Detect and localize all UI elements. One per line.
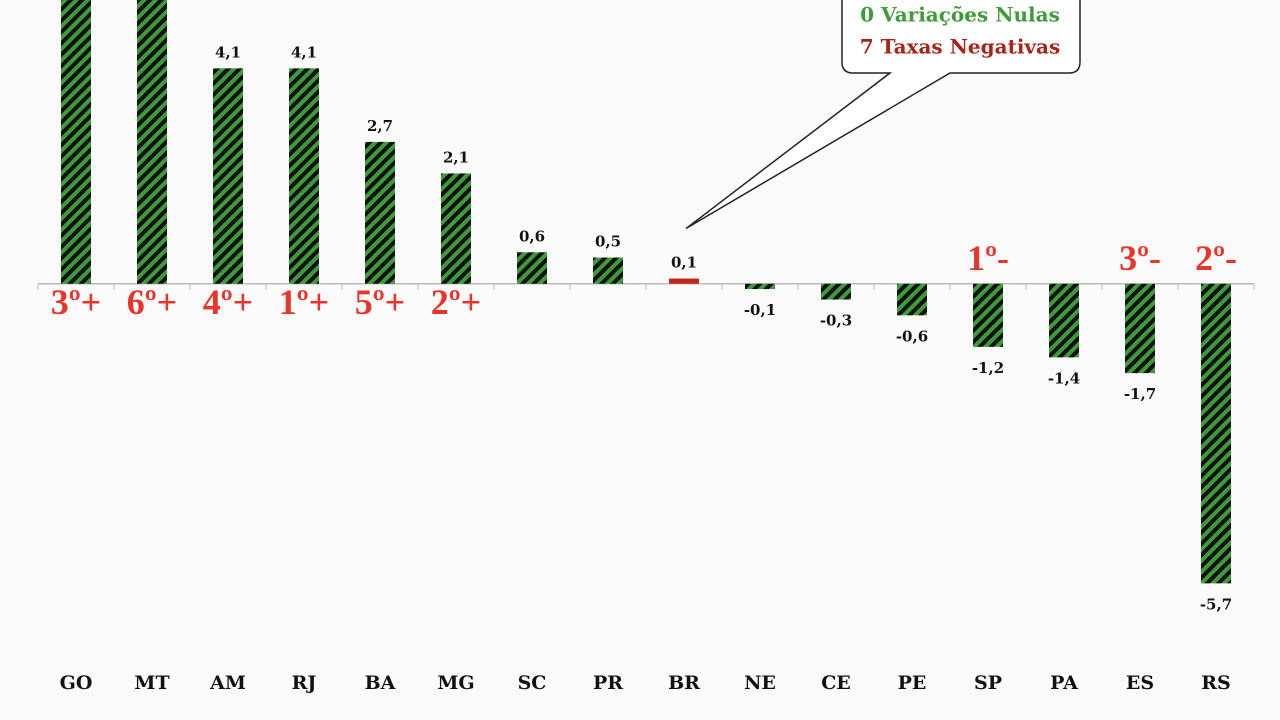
bar (897, 283, 927, 316)
x-tick-label: PE (898, 672, 927, 694)
rank-annotation: 1º- (967, 238, 1009, 278)
x-tick-label: CE (821, 672, 851, 694)
rank-annotation: 2º- (1195, 238, 1237, 278)
value-label: 4,1 (215, 43, 241, 61)
bar (441, 173, 471, 284)
bar (593, 257, 623, 284)
bar (213, 68, 243, 284)
bar (365, 141, 395, 284)
rank-annotation: 2º+ (431, 282, 481, 322)
bar (289, 68, 319, 284)
bar (1125, 283, 1155, 374)
x-tick-label: AM (209, 672, 246, 694)
bar (1049, 283, 1079, 358)
rank-annotation: 5º+ (355, 282, 405, 322)
value-label: 2,7 (367, 117, 393, 135)
rank-annotation: 1º+ (279, 282, 329, 322)
value-label: -0,1 (744, 301, 776, 319)
bar (669, 278, 699, 284)
bar (973, 283, 1003, 347)
x-tick-label: NE (744, 672, 776, 694)
x-tick-label: MT (134, 672, 169, 694)
callout-box (685, 0, 1081, 230)
value-label: 2,1 (443, 148, 469, 166)
bar (61, 0, 91, 284)
bar (137, 0, 167, 284)
value-label: 4,1 (291, 43, 317, 61)
value-label: -0,6 (896, 327, 928, 345)
value-label: -0,3 (820, 312, 852, 330)
x-tick-label: RJ (292, 672, 317, 694)
bar (821, 283, 851, 300)
callout-text: 7 Taxas Negativas (860, 35, 1061, 59)
x-tick-label: MG (437, 672, 474, 694)
value-label: -5,7 (1200, 595, 1232, 613)
value-label: 0,1 (671, 254, 697, 272)
x-tick-label: GO (60, 672, 93, 694)
x-tick-label: RS (1201, 672, 1231, 694)
value-label: 0,6 (519, 227, 545, 245)
x-tick-label: BR (668, 672, 700, 694)
rank-annotation: 3º- (1119, 238, 1161, 278)
x-tick-label: BA (365, 672, 396, 694)
x-tick-label: PA (1050, 672, 1078, 694)
x-tick-label: PR (593, 672, 623, 694)
value-label: -1,7 (1124, 385, 1156, 403)
rank-annotation: 3º+ (51, 282, 101, 322)
bar (517, 252, 547, 284)
bar (745, 283, 775, 290)
callout-text: 0 Variações Nulas (860, 3, 1060, 27)
value-label: 0,5 (595, 233, 621, 251)
x-tick-label: SC (518, 672, 547, 694)
rank-annotation: 6º+ (127, 282, 177, 322)
x-tick-label: SP (974, 672, 1002, 694)
value-label: -1,4 (1048, 369, 1080, 387)
rank-annotation: 4º+ (203, 282, 253, 322)
bar (1201, 283, 1231, 584)
value-label: -1,2 (972, 359, 1004, 377)
x-tick-label: ES (1126, 672, 1154, 694)
